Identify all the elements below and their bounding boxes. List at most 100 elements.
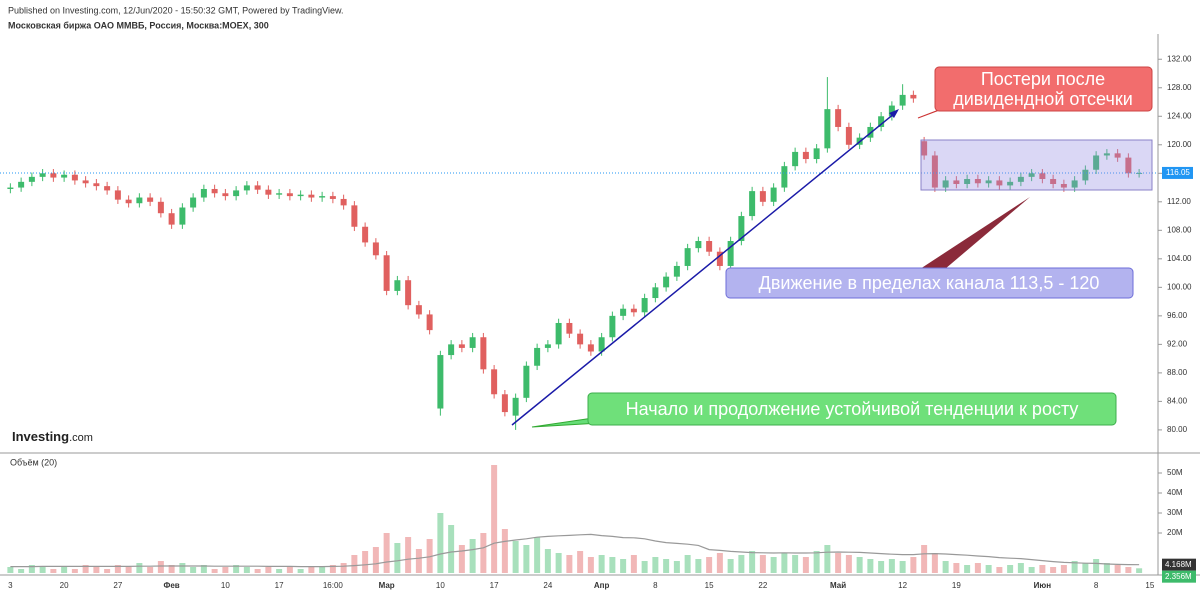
y-tick-label: 120.00 bbox=[1167, 140, 1192, 149]
last-price-box bbox=[1162, 166, 1193, 179]
volume-bar bbox=[480, 533, 487, 573]
x-tick-label: 8 bbox=[1094, 581, 1099, 590]
volume-bar bbox=[802, 557, 809, 573]
volume-bar bbox=[996, 567, 1003, 573]
ma-value-box bbox=[1162, 558, 1196, 571]
volume-bar bbox=[93, 567, 100, 573]
candle-body bbox=[114, 190, 121, 200]
candle-body bbox=[372, 242, 379, 256]
x-tick-label: 10 bbox=[221, 581, 230, 590]
candle-body bbox=[695, 241, 702, 249]
trend-arrow bbox=[889, 109, 899, 118]
volume-bar bbox=[577, 551, 584, 573]
x-tick-label: Май bbox=[830, 581, 846, 590]
candle-body bbox=[211, 188, 218, 194]
volume-bar bbox=[641, 561, 648, 573]
x-tick-label: 19 bbox=[952, 581, 961, 590]
channel-box bbox=[920, 139, 1153, 191]
volume-bar bbox=[340, 563, 347, 573]
candle-body bbox=[243, 185, 250, 191]
volume-bar bbox=[587, 557, 594, 573]
volume-bar bbox=[845, 555, 852, 573]
candle-body bbox=[770, 187, 777, 202]
x-tick-label: Фев bbox=[164, 581, 180, 590]
volume-bar bbox=[824, 545, 831, 573]
candle-body bbox=[491, 369, 498, 395]
y-tick-label: 88.00 bbox=[1167, 368, 1188, 377]
candle-body bbox=[1017, 176, 1024, 182]
candle-body bbox=[426, 314, 433, 331]
volume-bar bbox=[297, 569, 304, 573]
volume-bar bbox=[157, 561, 164, 573]
candle-body bbox=[738, 216, 745, 242]
candle-body bbox=[534, 347, 541, 366]
candle-body bbox=[899, 94, 906, 106]
volume-bar bbox=[598, 555, 605, 573]
symbol-title: Московская биржа ОАО ММВБ, Россия, Москв… bbox=[8, 20, 269, 30]
volume-bar bbox=[931, 553, 938, 573]
volume-bar bbox=[523, 545, 530, 573]
candle-body bbox=[50, 173, 57, 178]
candle-body bbox=[792, 151, 799, 167]
candle-body bbox=[802, 151, 809, 160]
volume-bar bbox=[1060, 565, 1067, 573]
candle-body bbox=[598, 337, 605, 352]
volume-bar bbox=[609, 557, 616, 573]
candle-body bbox=[480, 337, 487, 370]
x-tick-label: 20 bbox=[60, 581, 69, 590]
candle-body bbox=[1125, 157, 1132, 174]
candle-body bbox=[878, 116, 885, 127]
candle-body bbox=[931, 155, 938, 188]
volume-bar bbox=[254, 569, 261, 573]
volume-bar bbox=[1114, 565, 1121, 573]
callout-box bbox=[587, 392, 1117, 426]
candle-body bbox=[1007, 181, 1014, 186]
volume-bar bbox=[243, 567, 250, 573]
x-tick-label: 3 bbox=[8, 581, 13, 590]
candle-body bbox=[845, 126, 852, 145]
candle-body bbox=[974, 178, 981, 184]
volume-bar bbox=[835, 553, 842, 573]
candle-body bbox=[1050, 178, 1057, 184]
candle-body bbox=[286, 193, 293, 197]
volume-bar bbox=[673, 561, 680, 573]
volume-bar bbox=[620, 559, 627, 573]
published-note: Published on Investing.com, 12/Jun/2020 … bbox=[8, 5, 344, 15]
volume-bar bbox=[1082, 563, 1089, 573]
volume-bar bbox=[211, 569, 218, 573]
volume-bar bbox=[953, 563, 960, 573]
candle-body bbox=[168, 213, 175, 225]
candle-body bbox=[297, 194, 304, 197]
x-tick-label: 17 bbox=[490, 581, 499, 590]
volume-bar bbox=[985, 565, 992, 573]
candle-body bbox=[200, 188, 207, 198]
x-tick-label: 27 bbox=[113, 581, 122, 590]
trend-line bbox=[511, 112, 896, 426]
volume-bar bbox=[888, 559, 895, 573]
candle-body bbox=[383, 255, 390, 291]
y-tick-label: 108.00 bbox=[1167, 225, 1192, 234]
callout-text: дивидендной отсечки bbox=[953, 89, 1133, 109]
candle-body bbox=[415, 305, 422, 315]
y-tick-label: 92.00 bbox=[1167, 339, 1188, 348]
candle-body bbox=[319, 196, 326, 198]
candle-body bbox=[523, 365, 530, 398]
candle-body bbox=[18, 181, 25, 188]
volume-bar bbox=[415, 549, 422, 573]
candle-body bbox=[587, 344, 594, 352]
candle-body bbox=[82, 180, 89, 184]
volume-bar bbox=[319, 567, 326, 573]
volume-bar bbox=[1028, 567, 1035, 573]
x-tick-label: Июн bbox=[1034, 581, 1052, 590]
volume-bar bbox=[974, 563, 981, 573]
candle-body bbox=[340, 198, 347, 206]
candle-body bbox=[996, 180, 1003, 186]
volume-bar bbox=[738, 555, 745, 573]
x-tick-label: 16:00 bbox=[323, 581, 344, 590]
volume-bar bbox=[448, 525, 455, 573]
candle-body bbox=[448, 344, 455, 356]
candle-body bbox=[716, 251, 723, 266]
volume-bar bbox=[964, 565, 971, 573]
volume-bar bbox=[534, 537, 541, 573]
candle-body bbox=[652, 287, 659, 299]
